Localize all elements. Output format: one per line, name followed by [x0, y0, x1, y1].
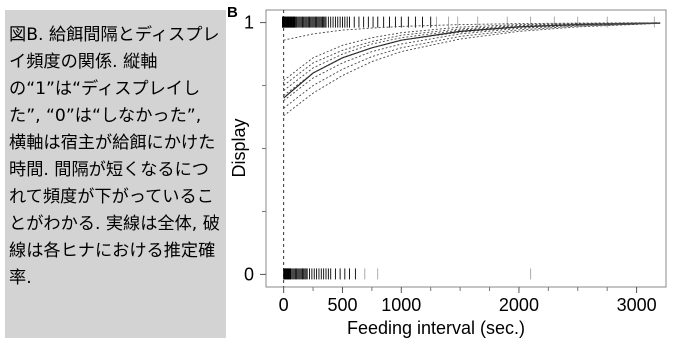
- caption-box: 図B. 給餌間隔とディスプレイ頻度の関係. 縦軸の“1”は“ディスプレイした”,…: [0, 0, 226, 338]
- plot-area: 0 500 1000 2000 3000 0 1: [244, 10, 661, 315]
- panel-label: B: [227, 4, 238, 21]
- x-axis-label: Feeding interval (sec.): [347, 318, 525, 338]
- fitted-curve-chick-3: [283, 22, 661, 86]
- fitted-curve-chick-8: [283, 22, 661, 117]
- fitted-curve-chick-6: [283, 22, 661, 102]
- x-tick-label-1: 500: [327, 295, 357, 315]
- x-tick-label-3: 2000: [499, 295, 539, 315]
- fitted-curve-chick-5: [283, 22, 661, 96]
- fitted-curve-chick-1: [283, 22, 661, 41]
- fitted-curve-chick-4: [283, 22, 661, 91]
- y-axis-label: Display: [229, 118, 249, 177]
- feeding-display-chart: B 0 500 1000 2000 3000 0 1 Feeding interval (s…: [227, 4, 667, 338]
- y-tick-label-1: 1: [244, 13, 254, 33]
- plot-frame: [265, 9, 667, 288]
- x-tick-label-4: 3000: [617, 295, 657, 315]
- x-tick-label-2: 1000: [381, 295, 421, 315]
- y-tick-label-0: 0: [244, 264, 254, 284]
- figure-caption: 図B. 給餌間隔とディスプレイ頻度の関係. 縦軸の“1”は“ディスプレイした”,…: [9, 25, 220, 288]
- fitted-curve-chick-2: [283, 22, 661, 81]
- caption-panel: 図B. 給餌間隔とディスプレイ頻度の関係. 縦軸の“1”は“ディスプレイした”,…: [5, 10, 226, 338]
- fitted-curve-overall: [283, 22, 661, 99]
- fitted-curve-chick-7: [283, 22, 661, 109]
- x-tick-label-0: 0: [279, 295, 289, 315]
